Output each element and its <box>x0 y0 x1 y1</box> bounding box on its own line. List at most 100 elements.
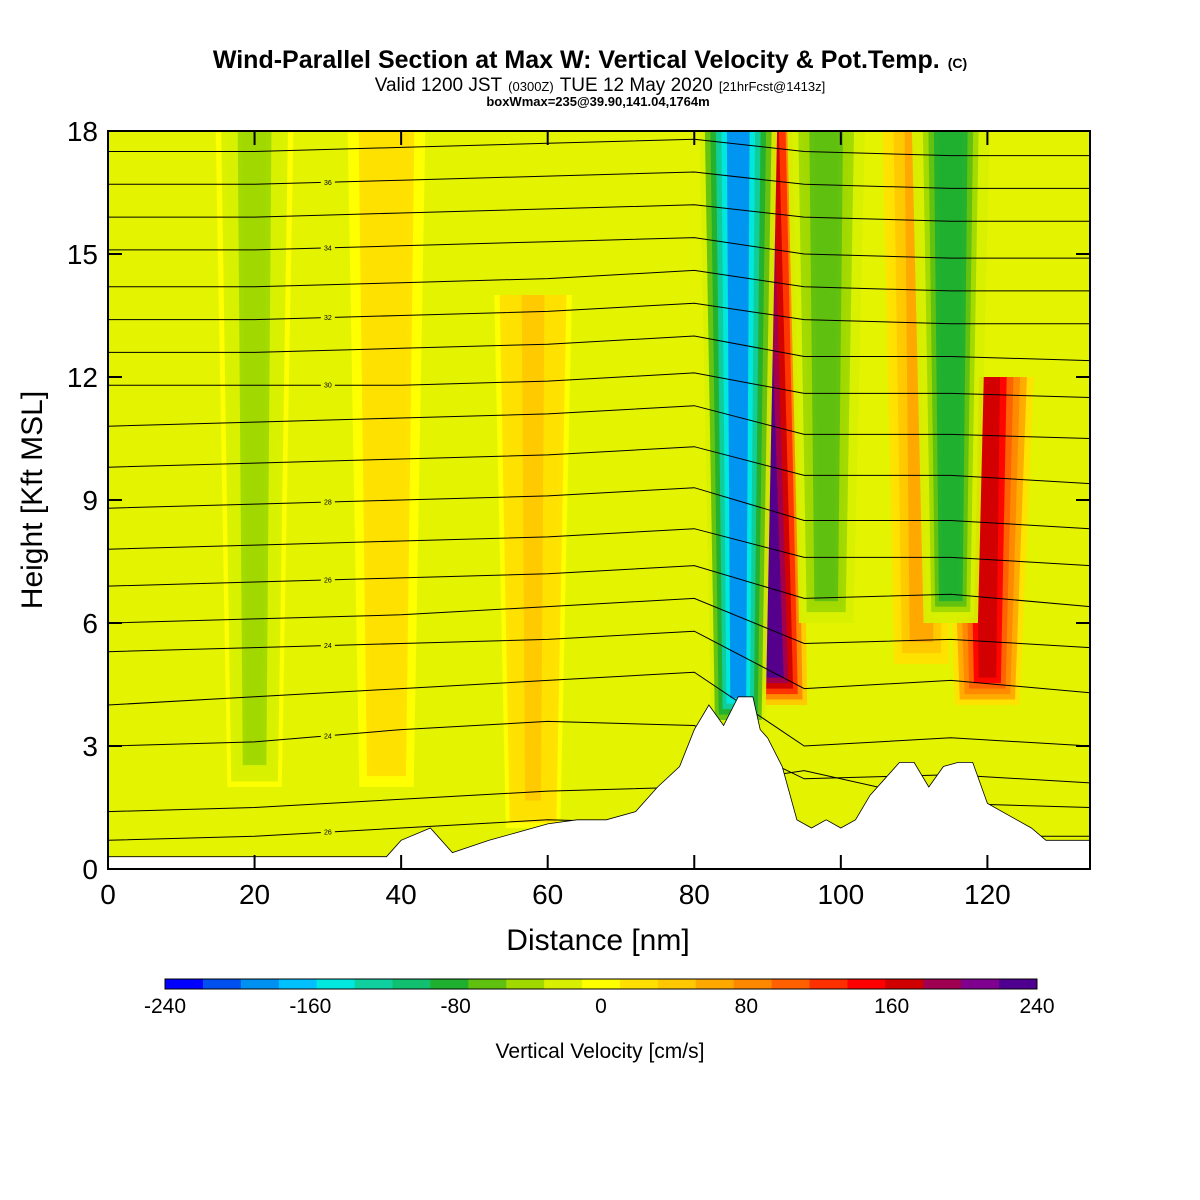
contour-label: 24 <box>324 733 332 740</box>
y-tick-label: 3 <box>82 731 98 762</box>
velocity-band <box>375 131 398 760</box>
velocity-feature-updraft <box>347 131 426 787</box>
theta-contour <box>108 630 1090 694</box>
colorbar-swatch <box>240 979 280 989</box>
theta-contour <box>108 528 1090 567</box>
velocity-feature-downdraft <box>787 131 866 623</box>
colorbar-label: Vertical Velocity [cm/s] <box>496 1040 705 1063</box>
theta-contour <box>108 720 1090 784</box>
x-tick-labels: 0 20 40 60 80 100 120 <box>100 879 1011 910</box>
colorbar-swatch <box>999 979 1038 989</box>
y-axis-label: Height [Kft MSL] <box>16 391 49 609</box>
colorbar-tick-label: 240 <box>1019 995 1054 1018</box>
contour-label: 30 <box>324 383 332 390</box>
velocity-feature-downdraft <box>911 131 990 623</box>
velocity-field <box>215 131 1034 828</box>
colorbar-tick-label: -80 <box>440 995 470 1018</box>
contour-label-bg <box>320 827 335 837</box>
colorbar-tick-label: 80 <box>735 995 758 1018</box>
colorbar-swatch <box>278 979 318 989</box>
contour-label: 28 <box>324 500 332 507</box>
colorbar-swatch <box>316 979 356 989</box>
velocity-band <box>243 131 266 760</box>
terrain-shape <box>108 696 1090 869</box>
colorbar-tick-label: -240 <box>144 995 186 1018</box>
contour-label-bg <box>320 177 335 187</box>
chart-subtitle-2: boxWmax=235@39.90,141.04,1764m <box>486 94 709 109</box>
colorbar-swatch <box>392 979 431 989</box>
theta-contour <box>108 446 1090 485</box>
colorbar-tick-label: 0 <box>595 995 607 1018</box>
colorbar-swatch <box>619 979 659 989</box>
contour-label: 32 <box>324 315 332 322</box>
contour-label-bg <box>320 312 335 322</box>
x-tick-label: 40 <box>386 879 417 910</box>
chart-subtitle: Valid 1200 JST (0300Z) TUE 12 May 2020 [21h… <box>375 75 826 96</box>
theta-contour <box>108 487 1090 530</box>
theta-contour <box>108 335 1090 362</box>
colorbar-swatch <box>468 979 507 989</box>
y-tick-label: 6 <box>82 608 98 639</box>
theta-contour <box>108 565 1090 608</box>
colorbar-swatch <box>961 979 1000 989</box>
y-tick-label: 12 <box>67 362 98 393</box>
x-tick-label: 80 <box>679 879 710 910</box>
colorbar-swatch <box>354 979 393 989</box>
velocity-band <box>939 131 963 596</box>
colorbar-swatch <box>733 979 773 989</box>
contour-label-bg <box>320 574 335 584</box>
x-axis-label: Distance [nm] <box>506 924 689 957</box>
x-tick-label: 60 <box>532 879 563 910</box>
colorbar-swatch <box>885 979 924 989</box>
contour-label: 26 <box>324 830 332 837</box>
velocity-band <box>814 131 838 596</box>
contour-label: 24 <box>324 643 332 650</box>
x-tick-label: 100 <box>817 879 864 910</box>
colorbar-swatch <box>809 979 848 989</box>
colorbar-tick-label: 160 <box>874 995 909 1018</box>
y-tick-label: 15 <box>67 239 98 270</box>
contour-label: 34 <box>324 245 332 252</box>
colorbar-swatch <box>544 979 583 989</box>
theta-contour <box>108 302 1090 325</box>
theta-contour <box>108 372 1090 398</box>
contour-label-bg <box>320 640 335 650</box>
theta-contour <box>108 269 1090 292</box>
contour-label-bg <box>320 730 335 740</box>
x-tick-label: 0 <box>100 879 116 910</box>
chart-title: Wind-Parallel Section at Max W: Vertical… <box>213 46 967 74</box>
velocity-feature-updraft <box>494 295 572 828</box>
colorbar-tick-labels: -240 -160 -80 0 80 160 240 <box>144 995 1055 1018</box>
theta-contour <box>108 171 1090 189</box>
contour-label-bg <box>320 497 335 507</box>
theta-contour <box>108 138 1090 157</box>
axis-ticks <box>107 130 1090 870</box>
terrain-mask <box>108 696 1090 869</box>
colorbar <box>164 978 1038 990</box>
y-tick-label: 0 <box>82 854 98 885</box>
theta-contour <box>108 237 1090 259</box>
theta-contour <box>108 671 1090 747</box>
x-tick-label: 20 <box>239 879 270 910</box>
theta-contour <box>108 597 1090 649</box>
colorbar-tick-label: -160 <box>289 995 331 1018</box>
velocity-band <box>726 131 750 699</box>
colorbar-swatch <box>165 979 204 989</box>
colorbar-swatch <box>847 979 886 989</box>
contour-label: 26 <box>324 577 332 584</box>
contour-label-bg <box>320 380 335 390</box>
theta-contour <box>108 204 1090 222</box>
colorbar-swatch <box>695 979 735 989</box>
y-tick-label: 9 <box>82 485 98 516</box>
colorbar-swatch <box>923 979 962 989</box>
contour-label: 36 <box>324 180 332 187</box>
colorbar-swatch <box>202 979 242 989</box>
y-tick-labels: 0 3 6 9 12 15 18 <box>67 116 98 885</box>
y-tick-label: 18 <box>67 116 98 147</box>
velocity-feature-downdraft <box>215 131 294 787</box>
velocity-band <box>521 295 545 801</box>
colorbar-swatch <box>506 979 545 989</box>
contour-label-bg <box>320 242 335 252</box>
colorbar-swatch <box>582 979 621 989</box>
